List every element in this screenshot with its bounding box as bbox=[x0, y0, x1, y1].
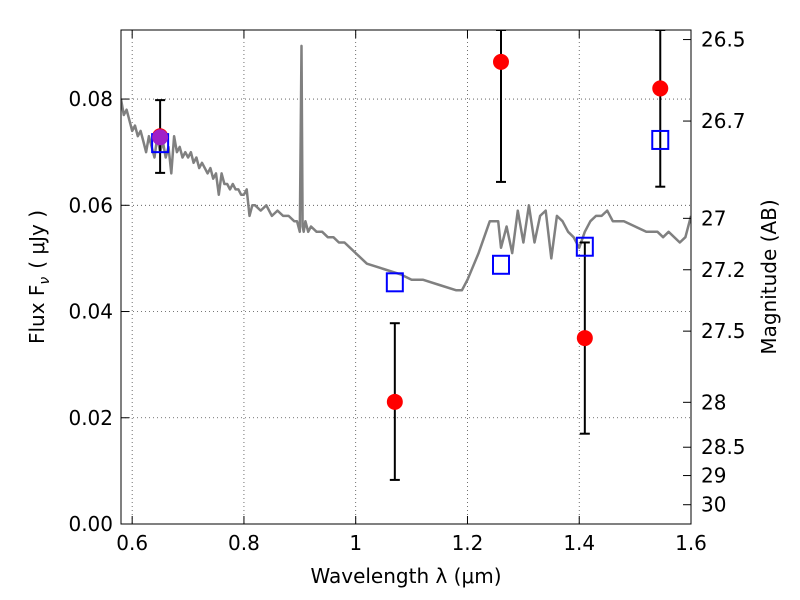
y-axis-label-unit: ( μJy ) bbox=[25, 210, 49, 269]
observed-flux-point bbox=[386, 393, 403, 410]
model-spectrum bbox=[121, 44, 691, 292]
observed-flux-point bbox=[652, 80, 669, 97]
data-points bbox=[151, 53, 670, 410]
y-axis-label-sub: ν bbox=[37, 277, 53, 285]
x-tick-label: 1 bbox=[349, 531, 362, 555]
y2-axis-ticks: 26.5 26.7 27 27.2 27.5 28 28.5 29 30 bbox=[683, 28, 746, 517]
overlap-point bbox=[152, 129, 169, 146]
x-axis-label: Wavelength λ (μm) bbox=[310, 564, 501, 588]
model-spectrum-line bbox=[121, 44, 691, 292]
y2-tick-label: 30 bbox=[701, 493, 726, 517]
model-flux-square bbox=[385, 272, 404, 293]
model-flux-square bbox=[492, 254, 510, 275]
y-axis-label-main: Flux F bbox=[25, 285, 49, 344]
y2-tick-label: 28.5 bbox=[701, 435, 746, 459]
x-tick-label: 0.8 bbox=[228, 531, 260, 555]
x-tick-label: 1.2 bbox=[452, 531, 484, 555]
x-tick-label: 0.6 bbox=[116, 531, 148, 555]
y2-tick-label: 26.7 bbox=[701, 109, 746, 133]
model-flux-square bbox=[651, 129, 670, 150]
y2-tick-label: 27.2 bbox=[701, 258, 746, 282]
y-tick-label: 0.06 bbox=[68, 193, 113, 217]
y2-axis-label: Magnitude (AB) bbox=[757, 199, 781, 354]
x-tick-label: 1.4 bbox=[563, 531, 595, 555]
y-axis-label: Flux Fν ( μJy ) bbox=[25, 210, 53, 344]
plot-frame bbox=[120, 29, 692, 525]
y-tick-label: 0.08 bbox=[68, 87, 113, 111]
y-tick-label: 0.00 bbox=[68, 512, 113, 536]
x-axis-ticks: 0.6 0.8 1 1.2 1.4 1.6 bbox=[116, 30, 707, 555]
y2-tick-label: 27 bbox=[701, 206, 726, 230]
x-tick-label: 1.6 bbox=[675, 531, 707, 555]
y2-tick-label: 28 bbox=[701, 390, 726, 414]
y2-tick-label: 26.5 bbox=[701, 28, 746, 52]
y-axis-ticks: 0.00 0.02 0.04 0.06 0.08 bbox=[68, 87, 129, 536]
observed-flux-point bbox=[493, 53, 509, 70]
model-flux-square bbox=[575, 236, 594, 257]
observed-flux-point bbox=[576, 330, 593, 347]
y2-tick-label: 27.5 bbox=[701, 319, 746, 343]
y-tick-label: 0.04 bbox=[68, 300, 113, 324]
grid-lines bbox=[121, 30, 692, 524]
y-tick-label: 0.02 bbox=[68, 406, 113, 430]
y2-tick-label: 29 bbox=[701, 464, 726, 488]
